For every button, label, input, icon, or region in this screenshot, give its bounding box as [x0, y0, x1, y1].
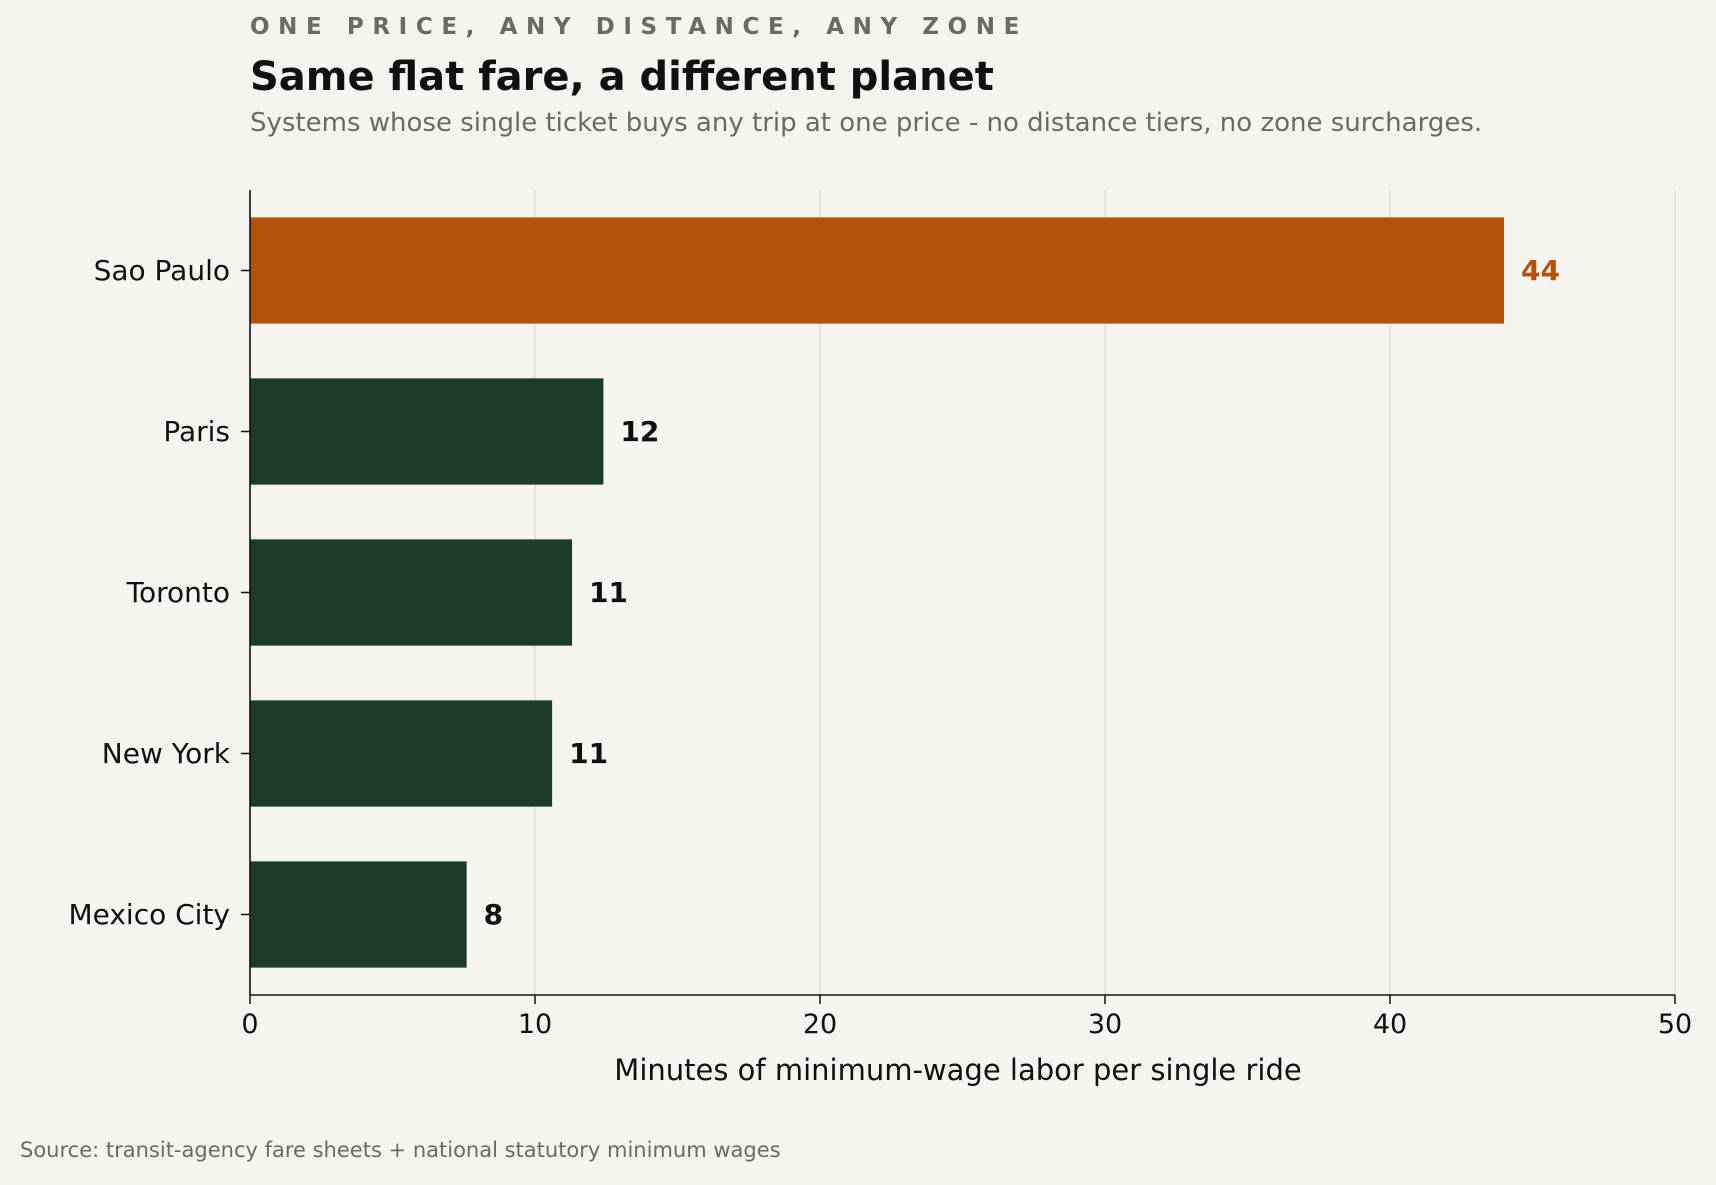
- x-tick-label: 10: [518, 1009, 552, 1040]
- x-tick-label: 0: [241, 1009, 258, 1040]
- bar: [250, 378, 604, 485]
- category-label: Mexico City: [68, 898, 230, 931]
- x-tick-label: 50: [1658, 1009, 1692, 1040]
- gridlines: [534, 190, 1676, 995]
- source-note: Source: transit-agency fare sheets + nat…: [20, 1138, 781, 1162]
- x-tick-label: 20: [803, 1009, 837, 1040]
- category-label: New York: [102, 737, 231, 770]
- category-label: Sao Paulo: [94, 254, 230, 287]
- x-tick-label: 30: [1088, 1009, 1122, 1040]
- chart-subtitle: Systems whose single ticket buys any tri…: [250, 108, 1483, 138]
- value-label: 11: [569, 737, 608, 770]
- x-axis-label: Minutes of minimum-wage labor per single…: [614, 1053, 1301, 1087]
- value-label: 44: [1521, 254, 1560, 287]
- bar: [250, 861, 467, 968]
- axes: Sao Paulo Paris Toronto New York Mexico City…: [68, 190, 1692, 1040]
- value-label: 12: [620, 415, 659, 448]
- chart-kicker: ONE PRICE, ANY DISTANCE, ANY ZONE: [250, 14, 1028, 40]
- bars: 44 12 11 11 8: [250, 217, 1560, 968]
- bar: [250, 700, 553, 807]
- bar: [250, 539, 573, 646]
- bar: [250, 217, 1504, 324]
- category-label: Toronto: [126, 576, 230, 609]
- x-tick-label: 40: [1373, 1009, 1407, 1040]
- value-label: 11: [589, 576, 628, 609]
- chart-title: Same flat fare, a different planet: [250, 54, 994, 100]
- value-label: 8: [484, 898, 503, 931]
- category-label: Paris: [163, 415, 230, 448]
